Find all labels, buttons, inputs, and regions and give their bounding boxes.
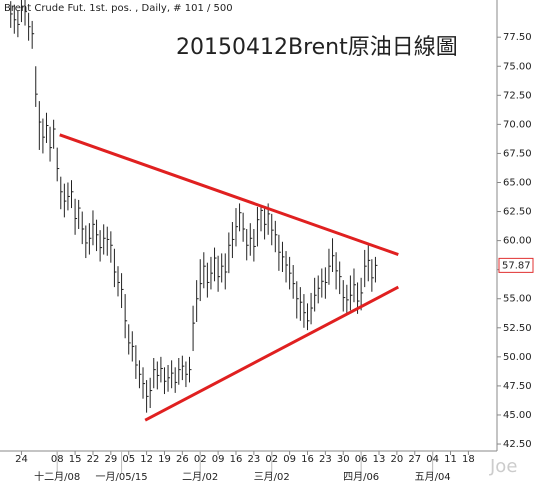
y-tick-label: 75.00 xyxy=(503,61,532,72)
x-tick-label: 12 xyxy=(140,454,153,465)
x-tick-label-major: 四月/06 xyxy=(343,471,379,483)
x-tick-label: 26 xyxy=(176,454,189,465)
y-tick-label: 42.50 xyxy=(503,439,532,450)
x-tick-label: 11 xyxy=(444,454,457,465)
x-tick-label: 24 xyxy=(15,454,28,465)
x-tick-label: 09 xyxy=(283,454,296,465)
y-tick-label: 77.50 xyxy=(503,32,532,43)
chart-title: 20150412Brent原油日線圖 xyxy=(176,35,458,60)
y-tick-label: 60.00 xyxy=(503,236,532,247)
x-tick-label: 16 xyxy=(301,454,314,465)
x-tick-label-major: 十二月/08 xyxy=(34,470,80,483)
x-tick-label: 19 xyxy=(158,454,171,465)
x-tick-label: 18 xyxy=(462,454,475,465)
x-tick-label-major: 一月/05/15 xyxy=(95,471,147,483)
watermark: Joe xyxy=(489,456,517,477)
y-tick-label: 62.50 xyxy=(503,207,532,218)
x-tick-label: 23 xyxy=(247,454,260,465)
y-tick-label: 72.50 xyxy=(503,90,532,101)
x-tick-label: 13 xyxy=(373,454,386,465)
y-tick-label: 55.00 xyxy=(503,294,532,305)
y-tick-label: 50.00 xyxy=(503,352,532,363)
chart-header: Brent Crude Fut. 1st. pos. , Daily, # 10… xyxy=(4,3,233,14)
x-tick-label-major: 五月/04 xyxy=(415,471,451,483)
y-tick-label: 52.50 xyxy=(503,323,532,334)
x-tick-label-major: 三月/02 xyxy=(254,471,290,483)
last-price-label: 57.87 xyxy=(502,260,531,271)
x-tick-label: 30 xyxy=(337,454,350,465)
x-tick-label: 09 xyxy=(212,454,225,465)
x-tick-label: 05 xyxy=(122,454,135,465)
x-tick-label-major: 二月/02 xyxy=(182,471,218,483)
y-tick-label: 65.00 xyxy=(503,177,532,188)
y-tick-label: 47.50 xyxy=(503,381,532,392)
x-tick-label: 15 xyxy=(69,454,82,465)
trend-line xyxy=(59,133,399,256)
x-tick-label: 16 xyxy=(230,454,243,465)
x-tick-label: 20 xyxy=(391,454,404,465)
x-tick-label: 29 xyxy=(104,454,117,465)
y-tick-label: 67.50 xyxy=(503,148,532,159)
y-tick-label: 45.00 xyxy=(503,410,532,421)
x-tick-label: 22 xyxy=(87,454,100,465)
x-tick-label: 27 xyxy=(408,454,421,465)
last-price-box xyxy=(498,257,534,273)
x-tick-label: 23 xyxy=(319,454,332,465)
trend-line xyxy=(144,285,400,422)
y-tick-label: 70.00 xyxy=(503,119,532,130)
